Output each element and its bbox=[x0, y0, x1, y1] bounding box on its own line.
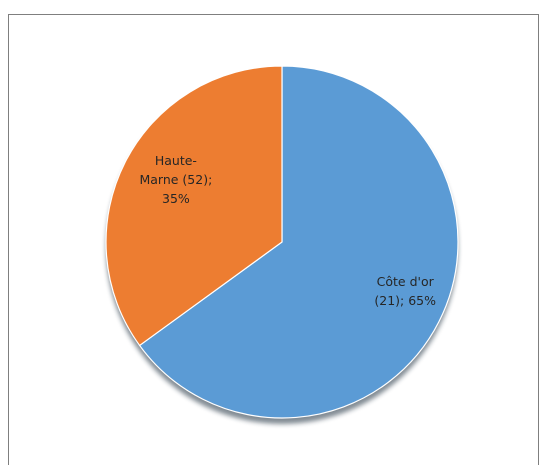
slice-label-line: Haute- bbox=[155, 153, 197, 168]
slice-label-line: Côte d'or bbox=[377, 274, 435, 289]
slice-label: Côte d'or (21); 65% bbox=[374, 274, 436, 308]
pie-slice-haute-marne bbox=[105, 65, 283, 347]
slice-label-line: (21); 65% bbox=[374, 293, 436, 308]
slice-labels: Côte d'or (21); 65% Haute- Marne (52); 35% bbox=[139, 153, 436, 308]
slice-label-line: 35% bbox=[162, 191, 190, 206]
slice-label: Haute- Marne (52); 35% bbox=[139, 153, 212, 206]
pie-slices bbox=[105, 65, 459, 419]
slice-label-line: Marne (52); bbox=[139, 172, 212, 187]
pie-slice-c-te-d-or bbox=[138, 65, 459, 419]
